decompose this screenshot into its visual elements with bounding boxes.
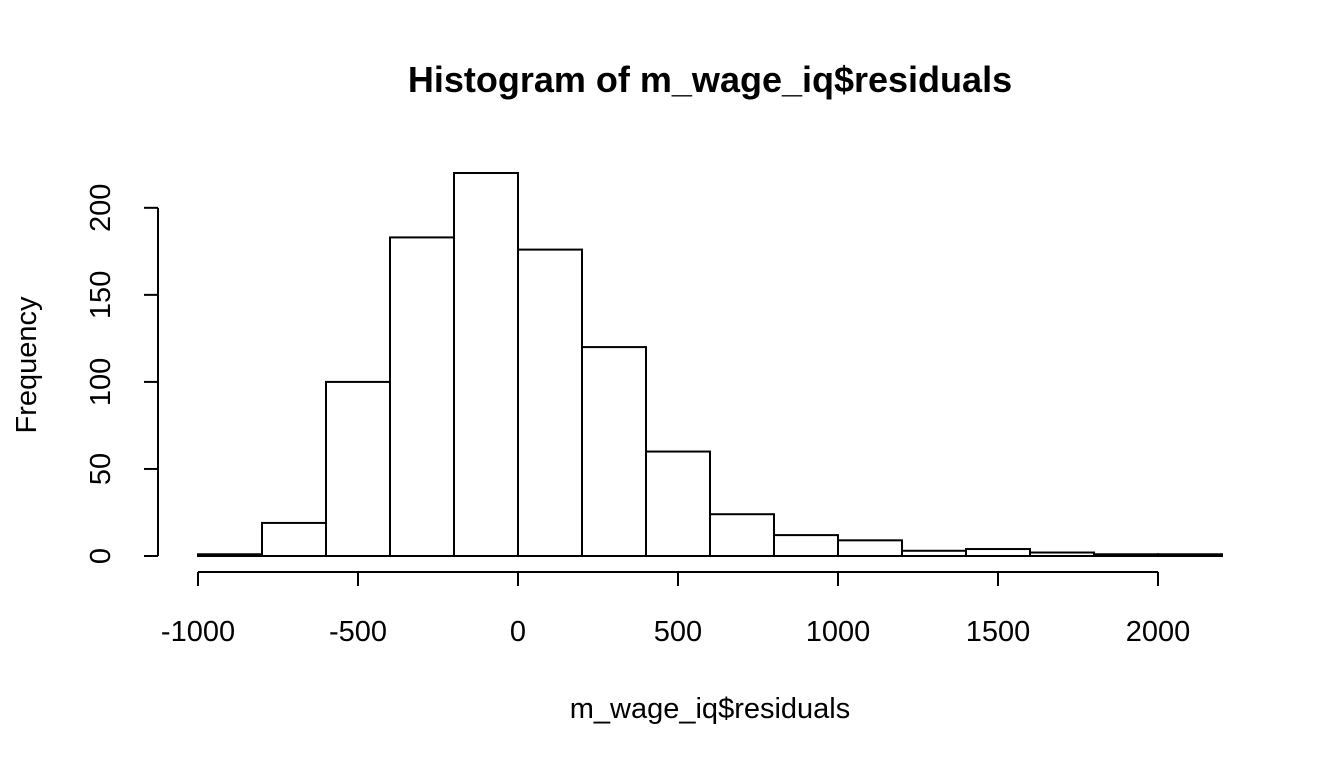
- y-tick-label-1: 50: [85, 453, 117, 485]
- histogram-bar-3: [389, 236, 455, 557]
- histogram-bar-6: [581, 346, 647, 557]
- x-tick-label-6: 2000: [1126, 616, 1191, 648]
- histogram-bar-8: [709, 513, 775, 558]
- y-tick-label-4: 200: [85, 184, 117, 232]
- bars-group: [197, 172, 1223, 558]
- histogram-bar-10: [837, 539, 903, 558]
- x-tick-label-1: -500: [329, 616, 387, 648]
- histogram-bar-11: [901, 549, 967, 558]
- chart-title: Histogram of m_wage_iq$residuals: [408, 59, 1012, 100]
- histogram-bar-5: [517, 248, 583, 557]
- histogram-bar-12: [965, 548, 1031, 558]
- y-tick-label-2: 100: [85, 358, 117, 406]
- x-tick-label-4: 1000: [806, 616, 871, 648]
- histogram-bar-4: [453, 172, 519, 557]
- histogram-bar-15: [1157, 553, 1223, 558]
- histogram-bar-9: [773, 534, 839, 557]
- histogram-bar-0: [197, 553, 263, 558]
- x-axis-label: m_wage_iq$residuals: [570, 693, 851, 725]
- y-tick-label-0: 0: [85, 548, 117, 564]
- x-tick-label-0: -1000: [161, 616, 235, 648]
- y-axis-label: Frequency: [11, 296, 43, 434]
- y-axis: 0 50 100 150 200: [85, 184, 159, 564]
- x-axis: -1000 -500 0 500 1000 1500 2000: [161, 571, 1191, 648]
- histogram-bar-13: [1029, 551, 1095, 558]
- histogram-bar-14: [1093, 553, 1159, 558]
- histogram-bar-1: [261, 521, 327, 558]
- x-tick-label-3: 500: [654, 616, 702, 648]
- x-tick-label-2: 0: [510, 616, 526, 648]
- histogram-bar-2: [325, 380, 391, 557]
- x-tick-label-5: 1500: [966, 616, 1031, 648]
- histogram-bar-7: [645, 450, 711, 557]
- y-tick-label-3: 150: [85, 271, 117, 319]
